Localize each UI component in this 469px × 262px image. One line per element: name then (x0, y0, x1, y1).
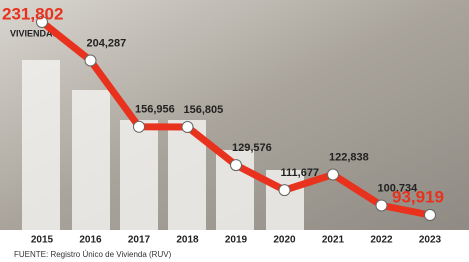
point (279, 185, 290, 196)
x-tick-label: 2018 (176, 235, 199, 246)
point (231, 160, 242, 171)
value-label: 156,956 (135, 104, 175, 116)
source: FUENTE: Registro Único de Vivienda (RUV) (14, 250, 172, 259)
value-label: 111,677 (281, 167, 320, 179)
value-label: 156,805 (184, 104, 224, 116)
x-tick-label: 2019 (225, 235, 248, 246)
value-label: 93,919 (392, 187, 444, 206)
x-tick-label: 2016 (79, 235, 102, 246)
value-label: 231,802 (2, 4, 63, 23)
value-label: 204,287 (87, 37, 127, 49)
x-tick-label: 2022 (370, 235, 393, 246)
x-tick-label: 2017 (128, 235, 151, 246)
x-tick-label: 2021 (322, 235, 345, 246)
value-label: 129,576 (232, 142, 272, 154)
value-label: 122,838 (329, 151, 369, 163)
point (376, 200, 387, 211)
x-tick-label: 2023 (419, 235, 442, 246)
x-tick-label: 2015 (31, 235, 54, 246)
point (134, 121, 145, 132)
chart: VIVIENDAS FUENTE: Registro Único de Vivi… (0, 0, 469, 262)
point (182, 121, 193, 132)
point (425, 210, 436, 221)
x-tick-label: 2020 (273, 235, 296, 246)
point (328, 169, 339, 180)
point (85, 55, 96, 66)
